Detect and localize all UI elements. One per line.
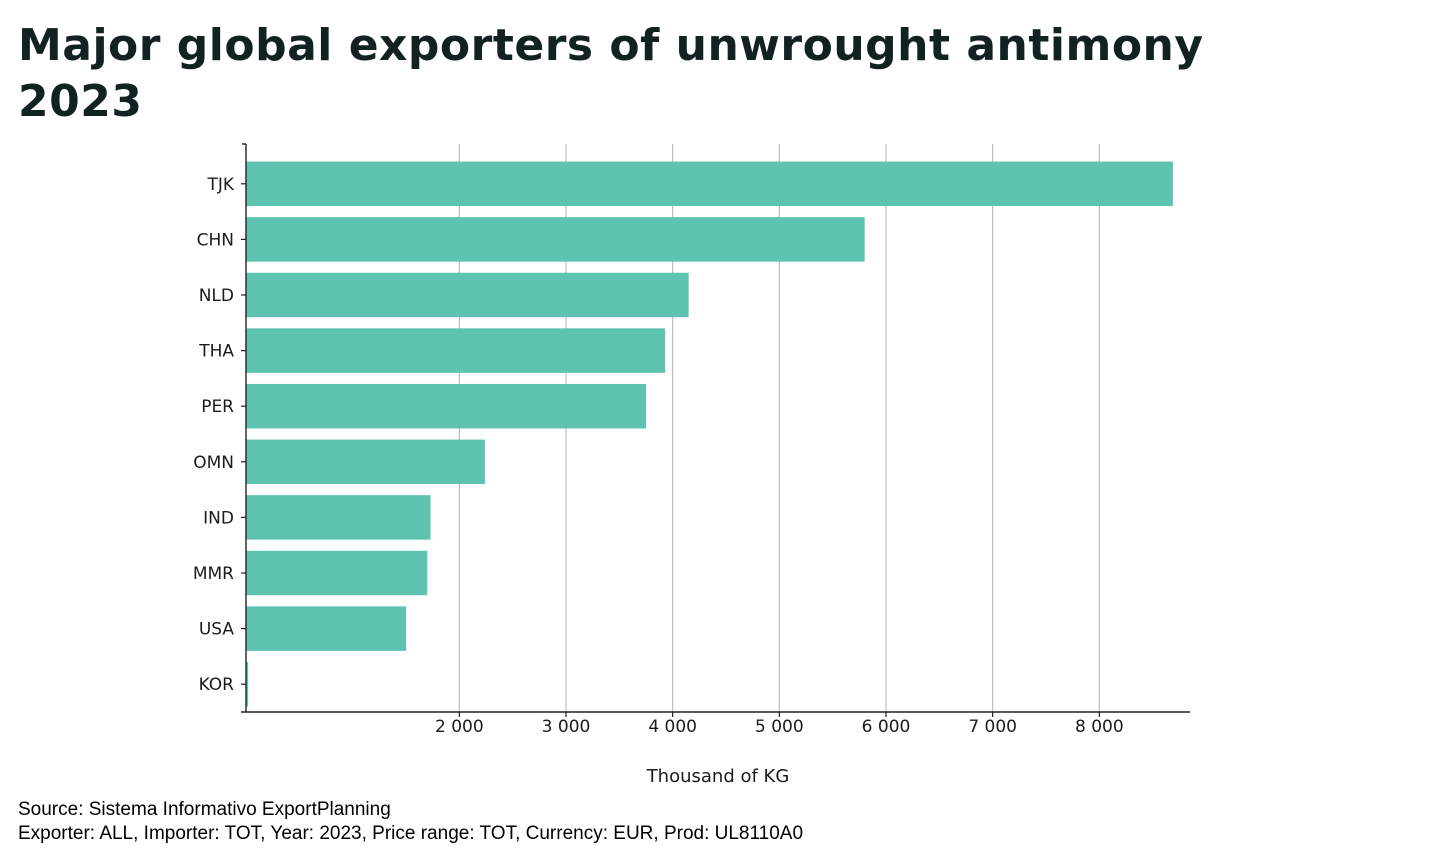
- x-tick-label: 2 000: [435, 717, 484, 737]
- y-tick-label-usa: USA: [199, 620, 235, 640]
- bar-tjk: [246, 161, 1173, 207]
- x-axis-title: Thousand of KG: [646, 766, 790, 787]
- x-tick-label: 6 000: [862, 717, 911, 737]
- bar-tha: [246, 328, 666, 373]
- y-tick-label-omn: OMN: [193, 453, 234, 473]
- footer-source: Source: Sistema Informativo ExportPlanni…: [18, 799, 391, 820]
- x-tick-label: 3 000: [542, 717, 591, 737]
- axes: [241, 143, 1190, 717]
- bar-chn: [246, 217, 865, 262]
- x-tick-label: 8 000: [1075, 717, 1124, 737]
- bars: [246, 161, 1173, 707]
- footer-details: Exporter: ALL, Importer: TOT, Year: 2023…: [18, 823, 804, 844]
- y-tick-label-nld: NLD: [199, 286, 234, 306]
- footer: Source: Sistema Informativo ExportPlanni…: [18, 798, 803, 846]
- chart-title-line-1: Major global exporters of unwrought anti…: [18, 20, 1204, 71]
- bar-nld: [246, 272, 689, 318]
- y-tick-label-mmr: MMR: [193, 564, 234, 584]
- axis-labels: 2 000 3 000 4 000 5 000 6 000 7 000 8 000 TJK CH…: [193, 175, 1124, 737]
- bar-omn: [246, 439, 485, 485]
- x-tick-label: 5 000: [755, 717, 804, 737]
- bar-per: [246, 383, 646, 429]
- y-tick-label-per: PER: [201, 397, 234, 417]
- y-tick-label-tha: THA: [198, 342, 234, 362]
- x-tick-label: 7 000: [968, 717, 1017, 737]
- bar-kor: [246, 661, 249, 707]
- x-tick-label: 4 000: [648, 717, 697, 737]
- y-tick-label-kor: KOR: [199, 675, 235, 695]
- y-tick-label-ind: IND: [203, 508, 234, 528]
- y-tick-label-tjk: TJK: [206, 175, 234, 195]
- y-tick-label-chn: CHN: [197, 230, 234, 250]
- chart-title-line-2: 2023: [18, 76, 143, 127]
- bar-ind: [246, 495, 431, 540]
- chart-title: Major global exporters of unwrought anti…: [18, 18, 1418, 130]
- bar-mmr: [246, 550, 428, 596]
- bar-usa: [246, 606, 406, 651]
